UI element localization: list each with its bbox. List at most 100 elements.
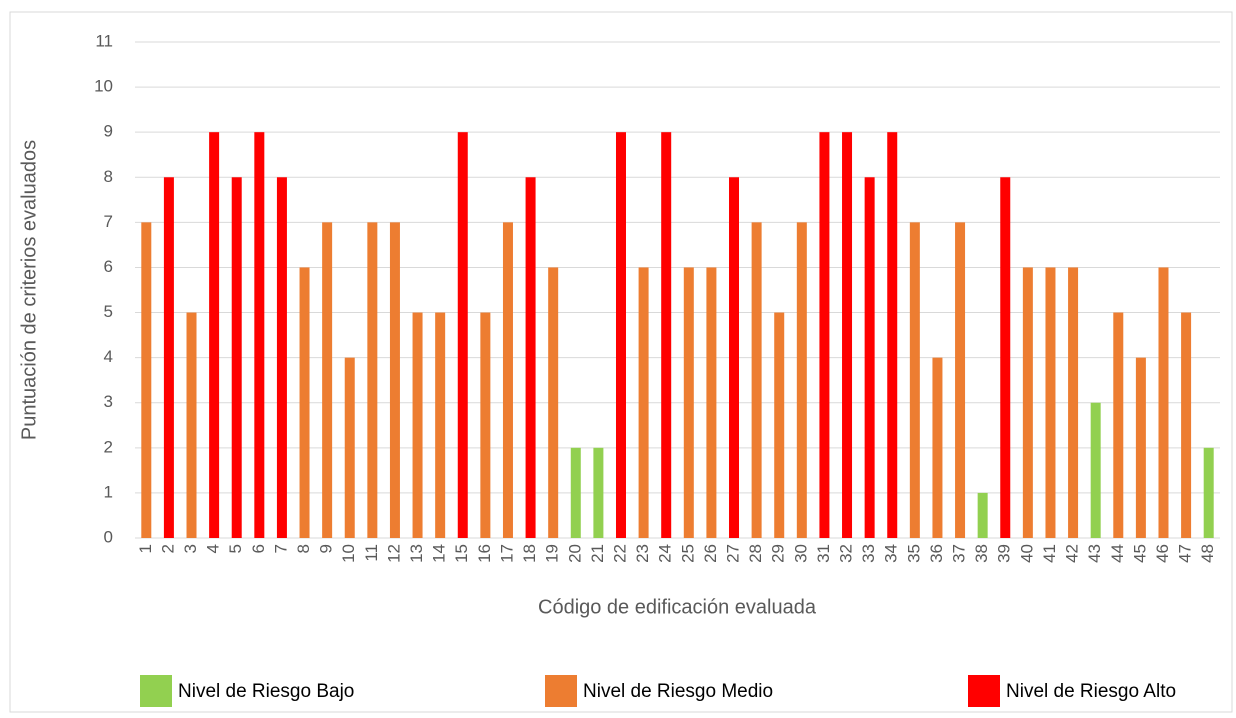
x-tick-label: 34 — [882, 544, 901, 563]
bar — [209, 132, 220, 538]
y-tick-label: 10 — [94, 77, 113, 96]
x-tick-label: 11 — [362, 544, 381, 562]
x-tick-label: 15 — [452, 544, 471, 563]
x-tick-label: 36 — [927, 544, 946, 563]
y-tick-label: 3 — [104, 392, 113, 411]
bar — [570, 447, 581, 538]
chart-border — [9, 11, 1233, 713]
bar — [932, 357, 943, 538]
x-axis-title: Código de edificación evaluada — [538, 596, 817, 618]
x-tick-label: 26 — [701, 544, 720, 563]
x-tick-label: 28 — [746, 544, 765, 563]
bar — [502, 222, 513, 538]
y-tick-label: 0 — [104, 527, 113, 546]
x-tick-label: 47 — [1176, 544, 1195, 563]
x-tick-label: 39 — [995, 544, 1014, 563]
y-tick-label: 5 — [104, 302, 113, 321]
x-tick-label: 38 — [972, 544, 991, 563]
bar — [638, 267, 649, 538]
x-tick-label: 12 — [384, 544, 403, 563]
bar — [231, 177, 242, 539]
legend-label: Nivel de Riesgo Medio — [583, 681, 773, 702]
x-tick-label: 10 — [339, 544, 358, 563]
bar — [774, 312, 785, 538]
x-tick-label: 13 — [407, 544, 426, 563]
legend-label: Nivel de Riesgo Alto — [1006, 681, 1176, 702]
x-tick-label: 19 — [543, 544, 562, 563]
bar — [254, 132, 265, 538]
bar — [751, 222, 762, 538]
x-tick-label: 3 — [181, 544, 200, 553]
bar — [887, 132, 898, 538]
x-tick-label: 6 — [249, 544, 268, 553]
x-tick-label: 40 — [1017, 544, 1036, 563]
x-tick-label: 46 — [1153, 544, 1172, 563]
bar — [1090, 402, 1101, 538]
bar — [276, 177, 287, 539]
x-tick-label: 23 — [633, 544, 652, 563]
bar — [796, 222, 807, 538]
legend-swatch — [140, 675, 172, 707]
bar — [977, 492, 988, 538]
bar — [412, 312, 423, 538]
x-tick-label: 1 — [136, 544, 155, 553]
x-tick-label: 42 — [1063, 544, 1082, 563]
bar — [1113, 312, 1124, 538]
bar — [1181, 312, 1192, 538]
bar — [955, 222, 966, 538]
bar — [344, 357, 355, 538]
bar — [1068, 267, 1079, 538]
bar — [163, 177, 174, 539]
y-tick-label: 1 — [104, 482, 113, 501]
bar — [729, 177, 740, 539]
bar — [1000, 177, 1011, 539]
x-tick-label: 37 — [950, 544, 969, 563]
x-tick-label: 5 — [226, 544, 245, 553]
bar — [706, 267, 717, 538]
bar — [525, 177, 536, 539]
bar — [593, 447, 604, 538]
x-tick-label: 4 — [204, 544, 223, 553]
x-tick-label: 2 — [158, 544, 177, 553]
x-tick-label: 32 — [837, 544, 856, 563]
bar — [683, 267, 694, 538]
x-tick-label: 30 — [791, 544, 810, 563]
y-tick-label: 6 — [104, 257, 113, 276]
x-tick-label: 9 — [317, 544, 336, 553]
x-tick-label: 29 — [769, 544, 788, 563]
bar — [299, 267, 310, 538]
bar — [909, 222, 920, 538]
x-tick-label: 20 — [565, 544, 584, 563]
bar — [1045, 267, 1056, 538]
bar — [457, 132, 468, 538]
x-tick-label: 45 — [1130, 544, 1149, 563]
bar — [864, 177, 875, 539]
bar — [819, 132, 830, 538]
bar — [1158, 267, 1169, 538]
bar — [1022, 267, 1033, 538]
bar — [548, 267, 559, 538]
x-tick-label: 18 — [520, 544, 539, 563]
x-tick-label: 33 — [859, 544, 878, 563]
x-tick-label: 43 — [1085, 544, 1104, 563]
y-tick-label: 7 — [104, 212, 113, 231]
bar — [186, 312, 197, 538]
bar — [389, 222, 400, 538]
x-tick-label: 8 — [294, 544, 313, 553]
bar — [615, 132, 626, 538]
x-tick-label: 24 — [656, 544, 675, 563]
x-tick-label: 21 — [588, 544, 607, 563]
y-tick-label: 2 — [104, 437, 113, 456]
x-tick-label: 14 — [430, 544, 449, 563]
y-tick-label: 11 — [95, 31, 113, 50]
x-tick-label: 22 — [610, 544, 629, 563]
bar — [842, 132, 853, 538]
legend-swatch — [968, 675, 1000, 707]
x-tick-label: 27 — [723, 544, 742, 563]
x-tick-label: 25 — [678, 544, 697, 563]
x-tick-label: 44 — [1108, 544, 1127, 563]
x-tick-label: 31 — [814, 544, 833, 563]
bar — [1203, 447, 1214, 538]
y-axis-title: Puntuación de criterios evaluados — [18, 140, 40, 440]
